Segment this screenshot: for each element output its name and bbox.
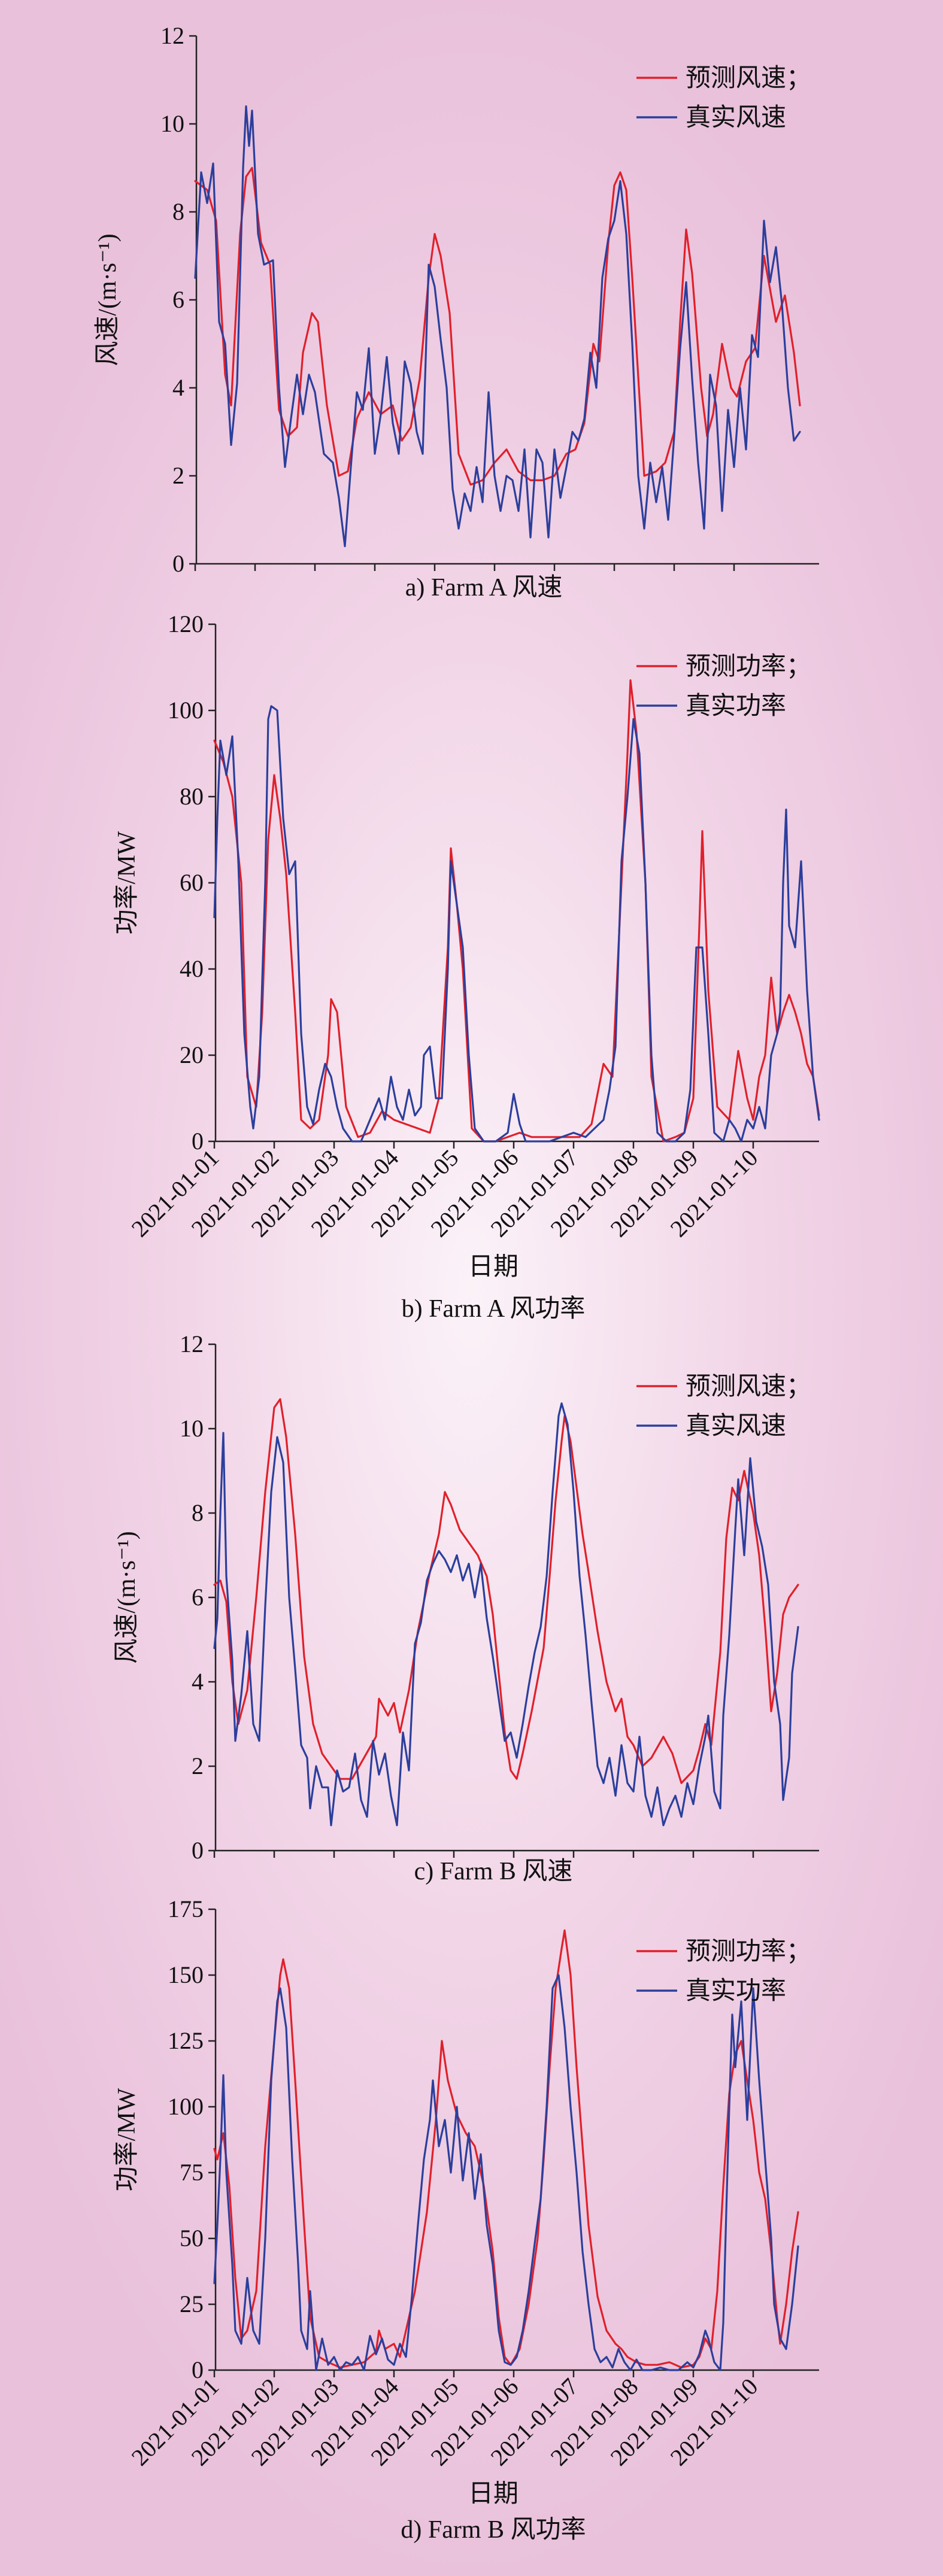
chart-a: 0 2 4 6 8 10 12 风速/(m·s⁻¹) 预测风速； 真实风速 a) Farm A 风速 <box>94 22 819 602</box>
series-line-actual <box>213 705 820 1143</box>
y-tick-label: 4 <box>172 374 184 401</box>
chart-caption: d) Farm B 风功率 <box>401 2516 586 2544</box>
legend-label: 真实风速 <box>686 1412 786 1440</box>
y-tick-label: 0 <box>192 1128 204 1155</box>
y-axis-label: 功率/MW <box>113 2088 141 2191</box>
y-tick-label: 8 <box>192 1499 204 1526</box>
chart-caption: c) Farm B 风速 <box>414 1858 573 1885</box>
legend-label: 预测功率； <box>686 652 811 681</box>
series-line-actual <box>194 105 801 548</box>
y-tick-label: 25 <box>180 2291 204 2317</box>
series-line-predicted <box>194 166 801 486</box>
y-tick-label: 6 <box>192 1584 204 1611</box>
legend-label: 预测风速； <box>686 65 811 92</box>
series-line-actual <box>213 1402 799 1827</box>
y-axis-label: 风速/(m·s⁻¹) <box>94 233 122 366</box>
legend-label: 真实功率 <box>686 1977 786 2005</box>
y-tick-label: 6 <box>172 286 184 313</box>
legend-label: 预测功率； <box>686 1937 811 1966</box>
y-tick-label: 20 <box>180 1041 204 1068</box>
series-line-predicted <box>213 1929 799 2369</box>
legend-label: 预测风速； <box>686 1373 811 1401</box>
series-line-predicted <box>213 679 820 1143</box>
y-tick-label: 175 <box>168 1895 204 1922</box>
y-tick-label: 40 <box>180 955 204 982</box>
y-tick-label: 12 <box>160 22 184 49</box>
y-tick-label: 100 <box>168 2093 204 2120</box>
x-axis-label: 日期 <box>468 2480 519 2508</box>
legend-label: 真实风速 <box>686 104 786 132</box>
y-tick-label: 2 <box>192 1752 204 1779</box>
y-tick-label: 120 <box>168 610 204 637</box>
chart-b: 0204060801001202021-01-012021-01-022021-… <box>113 610 820 1323</box>
legend-label: 真实功率 <box>686 692 786 720</box>
series-line-actual <box>213 1974 799 2371</box>
y-tick-label: 0 <box>192 2356 204 2383</box>
y-tick-label: 10 <box>180 1415 204 1442</box>
y-tick-label: 150 <box>168 1961 204 1988</box>
y-tick-label: 80 <box>180 783 204 810</box>
y-tick-label: 4 <box>192 1668 204 1695</box>
y-tick-label: 50 <box>180 2225 204 2252</box>
y-tick-label: 0 <box>192 1837 204 1864</box>
y-tick-label: 125 <box>168 2027 204 2054</box>
y-tick-label: 2 <box>172 462 184 489</box>
y-tick-label: 75 <box>180 2159 204 2186</box>
y-tick-label: 60 <box>180 869 204 896</box>
y-tick-label: 100 <box>168 697 204 724</box>
chart-d: 02550751001251501752021-01-012021-01-022… <box>113 1895 819 2544</box>
chart-caption: b) Farm A 风功率 <box>402 1295 586 1323</box>
y-axis-label: 功率/MW <box>113 831 141 934</box>
x-axis-label: 日期 <box>468 1253 519 1281</box>
y-tick-label: 8 <box>172 198 184 225</box>
chart-c: 0 2 4 6 8 10 12 风速/(m·s⁻¹) 预测风速； 真实风速 c) Farm B 风速 <box>113 1330 819 1885</box>
y-tick-label: 12 <box>180 1330 204 1357</box>
series-line-predicted <box>213 1398 799 1784</box>
y-tick-label: 10 <box>160 110 184 137</box>
chart-caption: a) Farm A 风速 <box>405 574 562 602</box>
y-axis-label: 风速/(m·s⁻¹) <box>113 1531 141 1663</box>
y-tick-label: 0 <box>172 550 184 577</box>
